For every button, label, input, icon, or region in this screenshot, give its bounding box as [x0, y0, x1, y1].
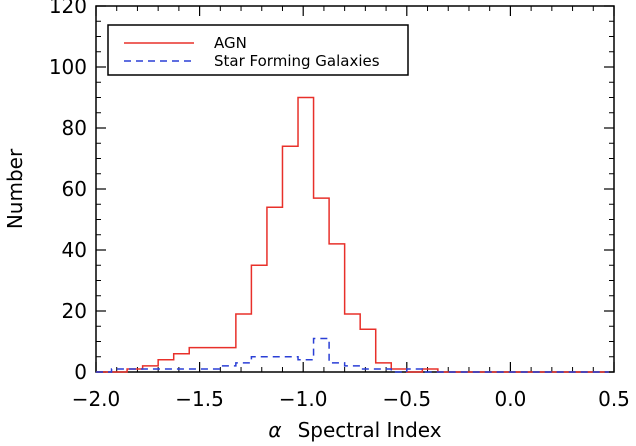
series-star-forming-step-line	[96, 337, 609, 373]
legend-label-agn: AGN	[214, 34, 247, 52]
axis-ticks: −2.0 −1.5 −1.0 −0.5 0.0 0.5 0 20 40 60 80 100 120	[49, 0, 630, 411]
y-tick-label: 0	[74, 360, 87, 384]
alpha-symbol: α	[268, 418, 281, 442]
x-axis-label: α Spectral Index	[268, 418, 441, 442]
y-axis-label: Number	[3, 148, 27, 229]
y-tick-label: 60	[62, 177, 87, 201]
x-tick-label: −0.5	[383, 387, 432, 411]
y-tick-label: 100	[49, 55, 87, 79]
legend: AGN Star Forming Galaxies	[107, 24, 409, 76]
y-tick-label: 80	[62, 116, 87, 140]
series-layer	[96, 96, 609, 373]
y-tick-label: 40	[62, 238, 87, 262]
x-tick-label: −1.0	[279, 387, 328, 411]
x-tick-label: 0.5	[598, 387, 630, 411]
x-tick-label: −2.0	[72, 387, 121, 411]
x-tick-label: −1.5	[175, 387, 224, 411]
series-agn-step-line	[96, 96, 609, 373]
legend-box	[107, 24, 409, 76]
legend-label-star-forming: Star Forming Galaxies	[214, 52, 380, 70]
x-tick-label: 0.0	[494, 387, 526, 411]
y-tick-label: 20	[62, 299, 87, 323]
y-tick-label: 120	[49, 0, 87, 18]
x-axis-label-text: Spectral Index	[298, 418, 442, 442]
